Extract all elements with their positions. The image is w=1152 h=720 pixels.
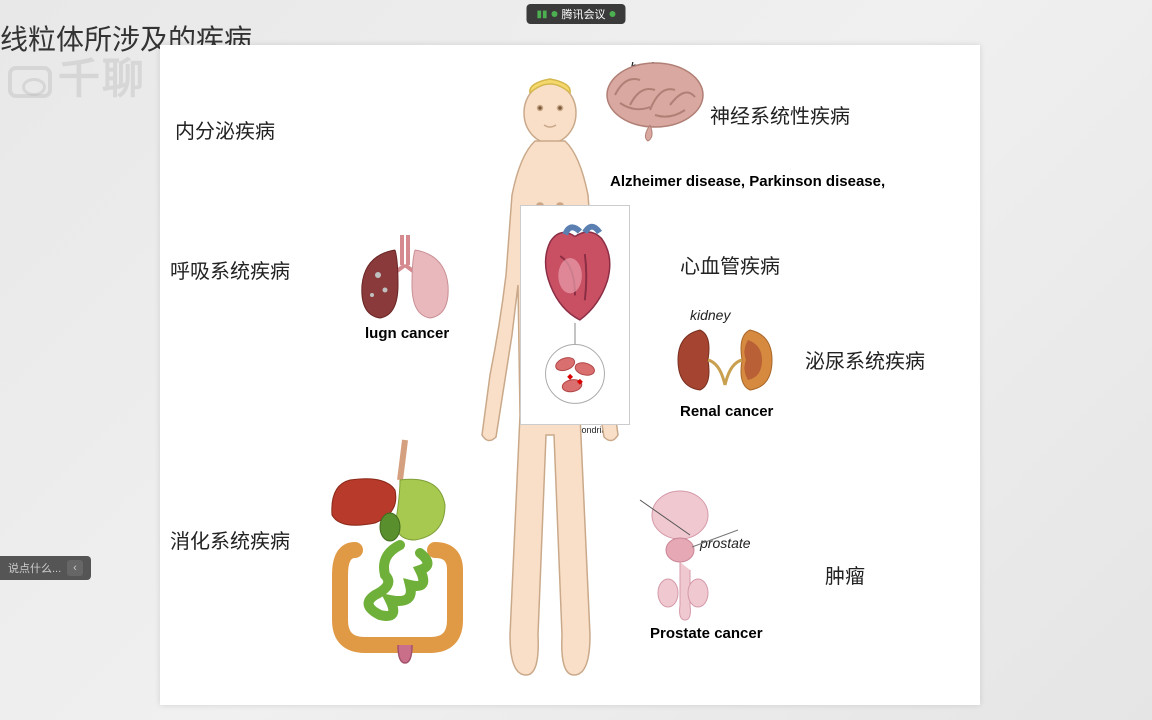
meeting-name: 腾讯会议 bbox=[562, 6, 606, 22]
label-nervous: 神经系统性疾病 bbox=[710, 100, 850, 129]
chat-placeholder: 说点什么... bbox=[8, 560, 61, 576]
label-cardio: 心血管疾病 bbox=[680, 250, 780, 279]
chevron-left-icon[interactable]: ‹ bbox=[67, 560, 83, 576]
watermark: 千聊 bbox=[8, 45, 146, 106]
leader-line bbox=[630, 485, 710, 545]
heart-panel-icon bbox=[520, 205, 630, 425]
kidney-icon bbox=[670, 315, 780, 405]
label-respiratory: 呼吸系统疾病 bbox=[170, 255, 290, 284]
label-tumor: 肿瘤 bbox=[825, 560, 865, 589]
meeting-indicator: ▮▮ 腾讯会议 bbox=[526, 4, 625, 24]
prostate-en-label: Prostate cancer bbox=[650, 625, 763, 642]
brain-icon bbox=[600, 55, 710, 145]
rec-dot-icon bbox=[552, 11, 558, 17]
status-dot-icon bbox=[610, 11, 616, 17]
label-urinary: 泌尿系统疾病 bbox=[805, 345, 925, 374]
slide-content: 内分泌疾病 呼吸系统疾病 消化系统疾病 神经系统性疾病 心血管疾病 泌尿系统疾病… bbox=[160, 45, 980, 705]
kidney-en-label: Renal cancer bbox=[680, 403, 773, 420]
lungs-icon bbox=[350, 230, 460, 325]
watermark-icon bbox=[8, 66, 52, 98]
label-digestive: 消化系统疾病 bbox=[170, 525, 290, 554]
lung-en-label: lugn cancer bbox=[365, 325, 449, 342]
signal-icon: ▮▮ bbox=[536, 9, 547, 20]
digestive-icon bbox=[320, 435, 480, 665]
chat-input-collapsed[interactable]: 说点什么... ‹ bbox=[0, 556, 91, 580]
label-endocrine: 内分泌疾病 bbox=[175, 115, 275, 144]
